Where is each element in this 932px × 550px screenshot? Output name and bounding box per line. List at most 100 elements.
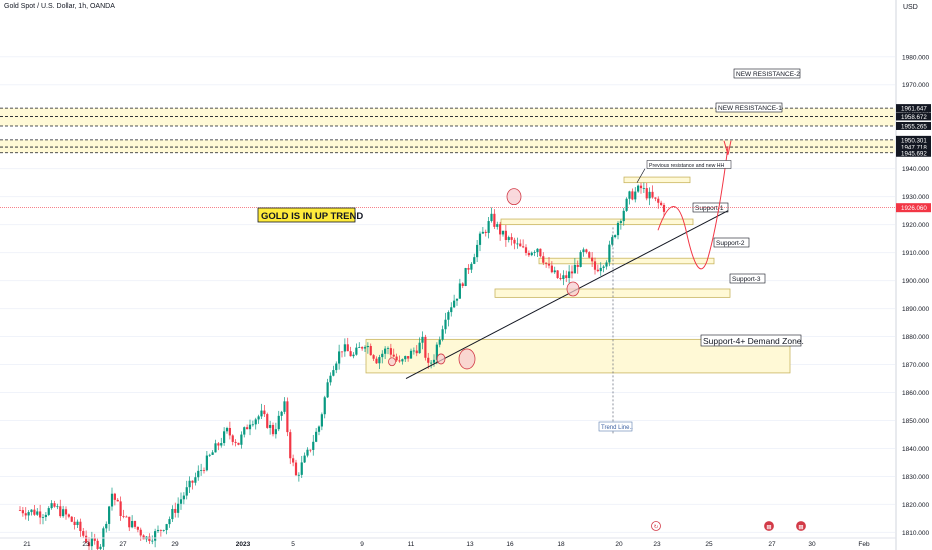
candle <box>611 237 614 245</box>
candle <box>59 506 62 517</box>
level-tag-label: 1950.301 <box>901 137 927 144</box>
candle <box>536 248 539 253</box>
time-axis[interactable]: 21 23 27 29 2023 5 9 11 13 16 18 20 23 25 27 30 Feb <box>0 537 896 548</box>
candle <box>545 262 548 264</box>
candle <box>87 542 91 547</box>
support-1-box-label: Support-1 <box>695 205 724 212</box>
candle <box>108 506 111 524</box>
candle <box>202 470 206 471</box>
candles <box>0 182 895 550</box>
event-marker[interactable] <box>764 521 774 531</box>
support-1-box <box>500 218 694 226</box>
candle <box>596 269 599 272</box>
pivot-circle <box>458 348 476 370</box>
event-marker[interactable] <box>796 521 806 531</box>
candle <box>415 350 418 354</box>
candle <box>369 345 372 356</box>
x-tick-label: Feb <box>858 541 870 548</box>
candle <box>372 355 375 359</box>
candle <box>326 382 329 398</box>
candle <box>375 358 378 364</box>
candle <box>398 360 401 362</box>
candle <box>424 336 427 358</box>
candle <box>343 344 346 352</box>
currency-label: USD <box>903 4 918 11</box>
event-marker[interactable] <box>651 521 661 531</box>
candle <box>237 442 240 445</box>
candle <box>524 247 528 253</box>
candle <box>570 271 574 274</box>
y-tick-label: 1890.000 <box>902 306 929 313</box>
candle <box>260 410 263 417</box>
y-tick-label: 1810.000 <box>902 530 929 537</box>
candle <box>378 357 381 364</box>
candle <box>217 443 220 446</box>
event-marker-glyph: ▦ <box>798 525 804 531</box>
candle <box>559 277 562 280</box>
x-tick-label: 27 <box>119 541 127 548</box>
candle <box>645 188 648 199</box>
candle <box>522 246 525 248</box>
candle <box>119 501 122 516</box>
candle <box>211 452 214 455</box>
candle <box>346 344 349 352</box>
candle <box>639 185 643 189</box>
y-tick-label: 1870.000 <box>902 362 929 369</box>
candle <box>197 470 200 478</box>
candle <box>542 256 545 263</box>
candle <box>556 270 559 278</box>
candle <box>329 375 332 383</box>
new-resistance-2-zone-label: NEW RESISTANCE-2 <box>736 71 800 78</box>
candle <box>602 266 605 268</box>
candle <box>182 495 185 500</box>
forecast-curve <box>657 146 729 270</box>
candle <box>105 523 108 529</box>
candle <box>240 434 243 445</box>
candle <box>510 237 513 240</box>
candle <box>642 188 645 189</box>
candle <box>335 363 338 371</box>
candle <box>18 510 22 511</box>
candle <box>85 535 88 543</box>
candle <box>654 197 657 199</box>
candle <box>338 351 341 364</box>
candle <box>323 397 326 415</box>
y-tick-label: 1980.000 <box>902 54 929 61</box>
candle <box>220 443 223 446</box>
candle <box>499 224 502 235</box>
level-tag <box>896 104 931 113</box>
candle <box>660 202 663 205</box>
candle <box>21 510 24 514</box>
level-tag-label: 1955.265 <box>901 123 927 130</box>
candle <box>395 356 398 361</box>
x-tick-label: 11 <box>408 541 415 548</box>
level-tag-label: 1961.647 <box>901 106 927 113</box>
candle <box>407 356 410 359</box>
candle <box>116 499 119 502</box>
candle <box>82 531 85 536</box>
candle <box>530 252 533 256</box>
candle <box>200 470 203 471</box>
prev-resistance-label: Previous resistance and new HH <box>649 163 725 169</box>
support-2-box-label: Support-2 <box>716 240 745 247</box>
candle <box>438 339 441 345</box>
candle <box>271 424 275 435</box>
prev-resistance-label-box <box>646 160 732 169</box>
candle <box>62 509 65 517</box>
candle <box>283 401 286 412</box>
support-2-box <box>538 257 715 265</box>
candle <box>306 449 309 456</box>
trend-line <box>405 210 729 379</box>
candle <box>432 359 436 363</box>
candle <box>473 257 476 264</box>
candle <box>467 268 470 270</box>
price-axis[interactable]: 1810.000 1820.000 1830.000 1840.000 1850.000… <box>895 0 931 550</box>
candle <box>455 298 459 301</box>
symbol-title: Gold Spot / U.S. Dollar, 1h, OANDA <box>4 3 115 10</box>
y-tick-label: 1830.000 <box>902 474 929 481</box>
candle <box>70 516 73 522</box>
y-tick-label: 1910.000 <box>902 250 929 257</box>
new-resistance-2-zone <box>0 108 895 126</box>
candle <box>214 443 217 453</box>
